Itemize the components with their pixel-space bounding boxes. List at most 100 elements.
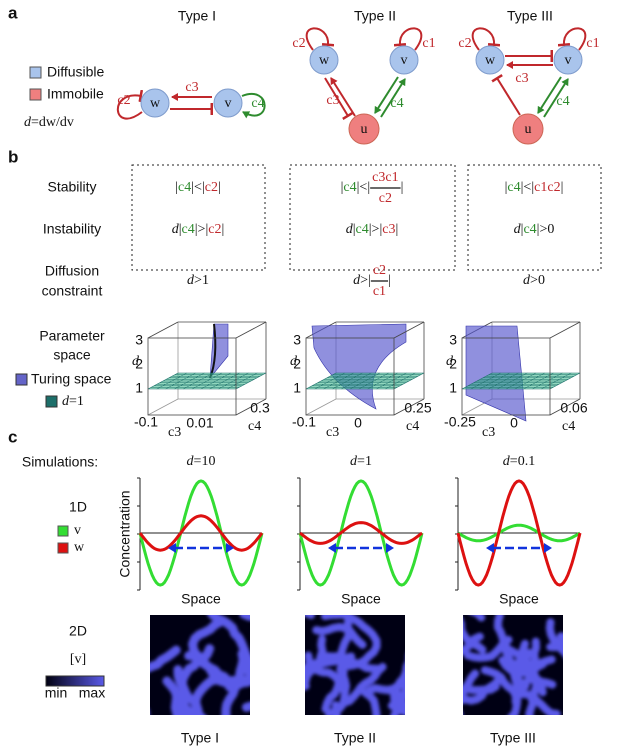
formula: d =1: [350, 454, 372, 469]
x-axis-label: Space: [181, 591, 221, 607]
plot-edge: [549, 398, 581, 416]
profile-curve: [138, 479, 264, 587]
stripe: [331, 701, 341, 715]
plot-edge: [147, 398, 179, 416]
tick-label: 0: [354, 415, 362, 431]
edge: [380, 78, 406, 118]
edge: [330, 77, 356, 117]
colorbar-label: min: [45, 685, 68, 701]
formula-part: c2: [379, 191, 392, 206]
stripe: [463, 669, 480, 715]
legend-label: Immobile: [47, 86, 104, 102]
edge: [557, 27, 587, 51]
edge: [116, 89, 144, 120]
tick-label: 1: [293, 380, 301, 396]
fraction-part: c1: [373, 284, 386, 299]
formula-part: d: [187, 454, 195, 469]
profile-curve: [298, 479, 424, 587]
fraction-part: c3 c1: [372, 170, 398, 185]
profile-curve: [138, 514, 264, 552]
formula-part: >|: [360, 273, 371, 288]
arrow-head: [328, 543, 336, 553]
node: [389, 45, 419, 75]
stripe: [239, 615, 250, 621]
stripe: [512, 689, 561, 715]
tick-label: 3: [293, 332, 301, 348]
network: [471, 27, 587, 118]
formula-part: c2: [547, 180, 560, 195]
formula-part: /d: [56, 115, 67, 130]
profile-curve: [457, 523, 581, 543]
stripe: [525, 698, 537, 715]
stripe: [463, 682, 500, 695]
formula: d >|c2 c1|: [353, 263, 391, 299]
row-label: Stability: [47, 179, 96, 195]
pattern-stripes: [150, 615, 250, 715]
x-axis-label: Space: [499, 591, 539, 607]
formula-part: =1: [357, 454, 372, 469]
formula-part: |: [221, 222, 224, 237]
formula-part: d: [172, 222, 180, 237]
stripe: [312, 622, 367, 649]
formula-part: d: [523, 273, 531, 288]
arrow-head: [168, 543, 176, 553]
formula-part: c4: [507, 180, 520, 195]
formula: d | c4 |>| c2 |: [172, 222, 225, 237]
legend-label: Turing space: [31, 371, 112, 387]
plane-grid: [200, 372, 231, 390]
legend-swatch: [45, 395, 58, 408]
plane-grid: [541, 372, 572, 390]
formula-part: |: [395, 222, 398, 237]
formula-part: c1: [534, 180, 547, 195]
edge: [241, 93, 266, 119]
formula-part: c3: [372, 170, 385, 185]
plane-grid: [367, 372, 398, 390]
type-title: Type III: [507, 8, 553, 24]
section-label: 2D: [69, 623, 87, 639]
axis-label: d: [132, 354, 140, 369]
condition-box: [467, 164, 602, 271]
formula-part: |<|: [521, 180, 535, 195]
edge-label: c2: [458, 36, 471, 51]
section-label: [v]: [70, 652, 86, 667]
node: [140, 88, 170, 118]
axis-label: c3: [326, 425, 339, 440]
legend-label: v: [74, 523, 81, 538]
legend-swatch: [29, 88, 42, 101]
colorbar: [45, 675, 105, 687]
formula-part: c1: [373, 284, 386, 299]
plane: [461, 372, 581, 390]
type-title: Type II: [354, 8, 396, 24]
edge: [471, 27, 501, 51]
formula-part: v: [67, 115, 74, 130]
plot-edge: [147, 321, 179, 339]
formula-part: =1: [69, 394, 84, 409]
plane-grid: [523, 372, 554, 390]
tick-label: 0.3: [250, 400, 270, 416]
node-label: w: [150, 96, 161, 111]
formula: | c4 |<| c2 |: [175, 180, 221, 195]
formula-part: |>0: [537, 222, 555, 237]
edge-label: c3: [185, 80, 198, 95]
stripe: [305, 615, 315, 619]
arrow-head: [386, 543, 394, 553]
tick-label: -0.25: [444, 414, 476, 430]
fraction-part: c2: [379, 191, 392, 206]
profile-plot: Space: [297, 477, 424, 607]
plane-grid: [227, 372, 258, 390]
edge: [374, 76, 399, 114]
formula-part: =d: [31, 115, 46, 130]
formula: d =d w/d v: [24, 115, 74, 130]
legend-label: Diffusible: [47, 64, 105, 80]
stripe: [493, 615, 523, 659]
plot-edge: [235, 321, 267, 339]
stripe: [390, 676, 405, 710]
parameter-plot: 1 2 3 d -0.1 0 0.25 c3 c4: [290, 321, 432, 440]
plane-grid: [376, 372, 407, 390]
formula: d =10: [187, 454, 216, 469]
stripe: [338, 631, 381, 671]
plot-edge: [393, 321, 425, 339]
